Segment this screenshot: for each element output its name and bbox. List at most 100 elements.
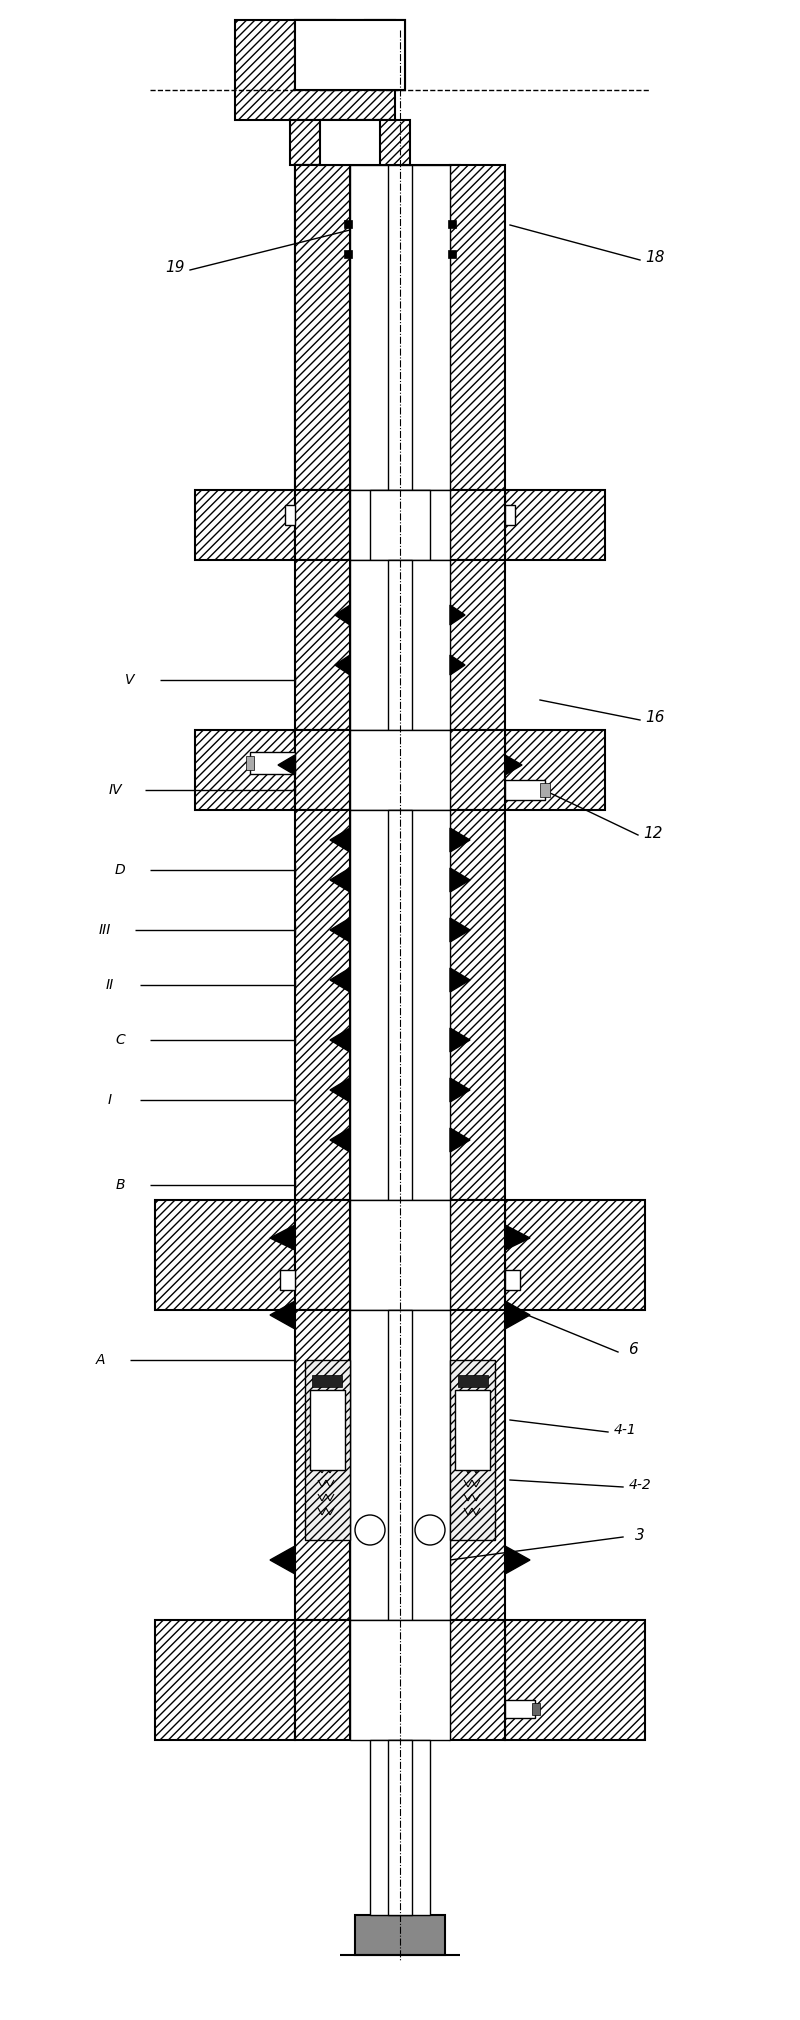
Text: 16: 16 [646,711,665,725]
Polygon shape [505,1545,530,1574]
Polygon shape [450,606,465,624]
Polygon shape [330,1028,350,1052]
Bar [360,119,410,166]
Bar [295,166,350,491]
Text: 6: 6 [628,1343,638,1357]
Bar [295,20,405,91]
Bar [250,751,295,774]
Text: 4-2: 4-2 [629,1479,651,1493]
Bar [350,729,450,810]
Text: 12: 12 [643,826,662,840]
Bar [295,491,350,560]
Bar [370,1739,430,1915]
Bar [350,1311,450,1620]
Bar [370,810,430,1200]
Polygon shape [505,1224,530,1250]
Bar [355,1915,445,1955]
Bar [450,729,505,810]
Bar [195,729,295,810]
Polygon shape [505,1301,530,1329]
Text: I: I [108,1093,112,1107]
Bar [388,560,412,729]
Polygon shape [278,755,295,776]
Bar [310,1390,345,1471]
Polygon shape [450,1127,470,1151]
Bar [370,491,430,560]
Polygon shape [270,1224,295,1250]
Polygon shape [330,917,350,941]
Bar [350,560,450,729]
Bar [295,1620,350,1739]
Text: C: C [115,1032,125,1046]
Bar [344,250,352,259]
Bar [235,20,395,119]
Bar [450,1200,505,1311]
Polygon shape [330,1079,350,1103]
Bar [155,1200,295,1311]
Text: 18: 18 [646,250,665,265]
Polygon shape [450,869,470,893]
Bar [295,810,350,1200]
Bar [505,505,515,525]
Text: 19: 19 [166,261,185,275]
Polygon shape [270,1545,295,1574]
Polygon shape [330,1127,350,1151]
Bar [505,1271,520,1291]
Polygon shape [450,917,470,941]
Bar [388,810,412,1200]
Polygon shape [330,869,350,893]
Bar [405,166,460,491]
Polygon shape [335,654,350,675]
Bar [448,220,456,228]
Bar [448,250,456,259]
Bar [246,755,254,770]
Polygon shape [450,1079,470,1103]
Bar [320,119,380,166]
Bar [450,560,505,729]
Bar [455,1390,490,1471]
Bar [505,1701,535,1717]
Text: 4-1: 4-1 [614,1422,636,1436]
Bar [305,1359,350,1539]
Bar [295,166,350,491]
Bar [295,1311,350,1620]
Text: B: B [115,1178,125,1192]
Bar [540,784,550,798]
Bar [295,1200,350,1311]
Bar [350,491,450,560]
Polygon shape [450,1028,470,1052]
Bar [312,1376,342,1388]
Text: II: II [106,978,114,992]
Bar [350,1620,450,1739]
Bar [450,810,505,1200]
Polygon shape [270,1301,295,1329]
Bar [505,1620,645,1739]
Bar [295,729,350,810]
Polygon shape [450,654,465,675]
Text: 3: 3 [635,1527,645,1543]
Bar [532,1703,540,1715]
Polygon shape [505,755,522,776]
Polygon shape [450,968,470,992]
Bar [285,505,295,525]
Bar [450,1311,505,1620]
Bar [295,560,350,729]
Bar [388,1739,412,1915]
Polygon shape [450,828,470,852]
Bar [365,20,405,91]
Polygon shape [330,828,350,852]
Bar [344,220,352,228]
Bar [458,1376,488,1388]
Bar [505,780,545,800]
Text: IV: IV [108,784,122,798]
Bar [450,491,505,560]
Text: A: A [95,1353,105,1368]
Bar [450,1359,495,1539]
Text: D: D [114,863,126,877]
Bar [295,20,335,91]
Bar [388,1311,412,1620]
Bar [155,1620,295,1739]
Text: III: III [99,923,111,937]
Bar [350,1200,450,1311]
Bar [290,119,340,166]
